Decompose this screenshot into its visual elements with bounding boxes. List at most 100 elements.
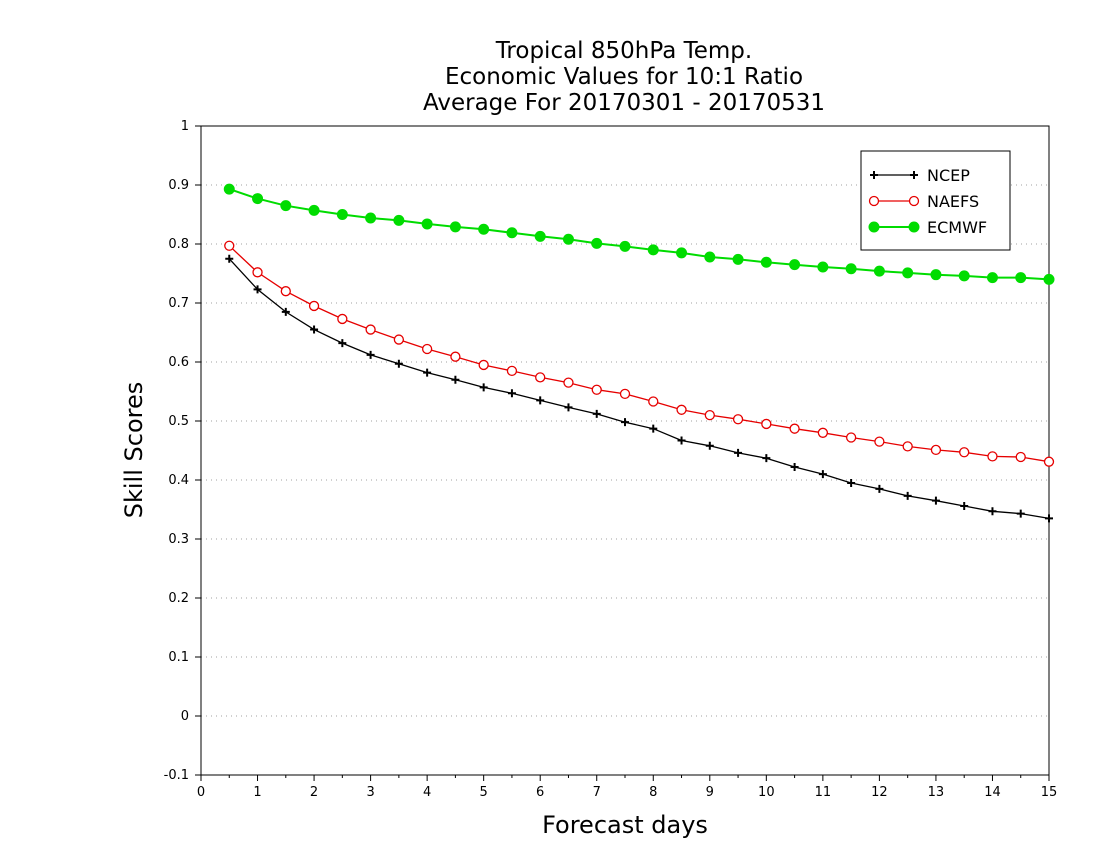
y-tick-label: 0.1 bbox=[168, 650, 189, 665]
ncep-point bbox=[790, 463, 799, 472]
legend-entry-naefs: NAEFS bbox=[868, 192, 979, 211]
ncep-point bbox=[281, 307, 290, 316]
naefs-point bbox=[761, 418, 772, 430]
ecmwf-point bbox=[223, 183, 235, 195]
naefs-point bbox=[987, 451, 998, 462]
chart-title-line-3: Average For 20170301 - 20170531 bbox=[423, 90, 825, 116]
legend-label-ecmwf: ECMWF bbox=[927, 218, 987, 237]
ecmwf-point bbox=[280, 200, 292, 212]
naefs-point bbox=[619, 388, 631, 400]
ecmwf-point bbox=[506, 227, 518, 239]
ecmwf-point bbox=[986, 272, 998, 284]
series-ncep bbox=[225, 254, 1053, 523]
naefs-point bbox=[648, 396, 659, 407]
ncep-point bbox=[451, 375, 460, 384]
ncep-point bbox=[592, 409, 601, 418]
naefs-point bbox=[450, 351, 461, 362]
ncep-point bbox=[621, 418, 629, 427]
ncep-point bbox=[423, 368, 432, 377]
y-tick-label: 0.4 bbox=[168, 473, 189, 488]
chart-title-line-1: Tropical 850hPa Temp. bbox=[495, 38, 752, 64]
x-tick-label: 15 bbox=[1041, 785, 1058, 800]
ncep-point bbox=[479, 383, 488, 392]
naefs-point bbox=[308, 300, 320, 312]
naefs-point bbox=[959, 447, 970, 458]
naefs-point bbox=[506, 365, 518, 377]
ecmwf-point bbox=[958, 270, 970, 282]
naefs-point bbox=[902, 441, 913, 452]
ncep-point bbox=[649, 424, 658, 433]
legend-marker-naefs bbox=[868, 195, 880, 207]
ecmwf-point bbox=[676, 247, 688, 259]
ncep-point bbox=[762, 454, 771, 463]
x-tick-label: 14 bbox=[984, 785, 1001, 800]
chart-title-line-2: Economic Values for 10:1 Ratio bbox=[445, 64, 803, 90]
x-tick-label: 0 bbox=[197, 785, 205, 800]
ncep-point bbox=[847, 478, 856, 487]
chart-title: Tropical 850hPa Temp. Economic Values fo… bbox=[423, 38, 825, 116]
ecmwf-point bbox=[817, 261, 829, 273]
y-tick-label: 0.3 bbox=[168, 532, 189, 547]
x-tick-label: 2 bbox=[310, 785, 318, 800]
ecmwf-point bbox=[478, 223, 490, 235]
naefs-point bbox=[563, 377, 574, 388]
legend-marker-ecmwf bbox=[908, 221, 920, 233]
naefs-point bbox=[393, 334, 405, 345]
ecmwf-point bbox=[449, 221, 461, 233]
ncep-point bbox=[253, 285, 262, 294]
legend-entry-ecmwf: ECMWF bbox=[868, 218, 987, 237]
ncep-point bbox=[564, 403, 573, 412]
ncep-point bbox=[931, 496, 940, 505]
ecmwf-point bbox=[647, 244, 659, 256]
x-tick-label: 5 bbox=[480, 785, 488, 800]
ncep-point bbox=[875, 484, 884, 493]
ecmwf-point bbox=[619, 240, 631, 252]
ecmwf-point bbox=[534, 230, 546, 242]
x-tick-label: 11 bbox=[815, 785, 832, 800]
ecmwf-point bbox=[845, 263, 857, 275]
ecmwf-point bbox=[1015, 272, 1027, 284]
x-tick-label: 8 bbox=[649, 785, 657, 800]
x-tick-label: 12 bbox=[871, 785, 888, 800]
ncep-point bbox=[1045, 514, 1053, 523]
legend-marker-ncep bbox=[870, 171, 878, 179]
x-tick-label: 1 bbox=[253, 785, 261, 800]
ecmwf-point bbox=[308, 204, 320, 216]
ncep-point bbox=[818, 470, 827, 479]
series-naefs bbox=[224, 240, 1055, 467]
ecmwf-point bbox=[873, 265, 885, 277]
legend-marker-naefs bbox=[908, 195, 920, 207]
naefs-point bbox=[591, 384, 602, 395]
y-tick-label: 0 bbox=[181, 709, 189, 724]
series-layer bbox=[223, 183, 1055, 523]
y-tick-label: 0.2 bbox=[168, 591, 189, 606]
series-ecmwf bbox=[223, 183, 1055, 285]
ncep-point bbox=[338, 339, 347, 348]
ecmwf-point bbox=[704, 251, 716, 263]
x-tick-label: 3 bbox=[366, 785, 374, 800]
naefs-point bbox=[224, 240, 235, 251]
y-tick-label: 0.9 bbox=[168, 178, 189, 193]
naefs-point bbox=[252, 267, 263, 278]
ecmwf-point bbox=[562, 233, 574, 245]
ncep-point bbox=[705, 441, 714, 450]
ncep-point bbox=[536, 396, 545, 405]
naefs-point bbox=[478, 359, 489, 371]
ncep-line bbox=[228, 258, 1050, 520]
ecmwf-point bbox=[365, 212, 377, 224]
naefs-point bbox=[817, 427, 829, 438]
ecmwf-point bbox=[252, 193, 264, 205]
ncep-point bbox=[366, 350, 375, 359]
naefs-point bbox=[704, 409, 715, 421]
naefs-point bbox=[1043, 456, 1055, 467]
ncep-point bbox=[903, 491, 912, 500]
ncep-point bbox=[507, 389, 516, 398]
naefs-point bbox=[535, 372, 546, 383]
naefs-point bbox=[1015, 451, 1026, 463]
x-tick-label: 10 bbox=[758, 785, 775, 800]
ncep-point bbox=[734, 448, 743, 457]
naefs-point bbox=[365, 324, 376, 335]
ecmwf-point bbox=[902, 267, 914, 279]
x-tick-label: 6 bbox=[536, 785, 544, 800]
legend-label-ncep: NCEP bbox=[927, 166, 970, 185]
